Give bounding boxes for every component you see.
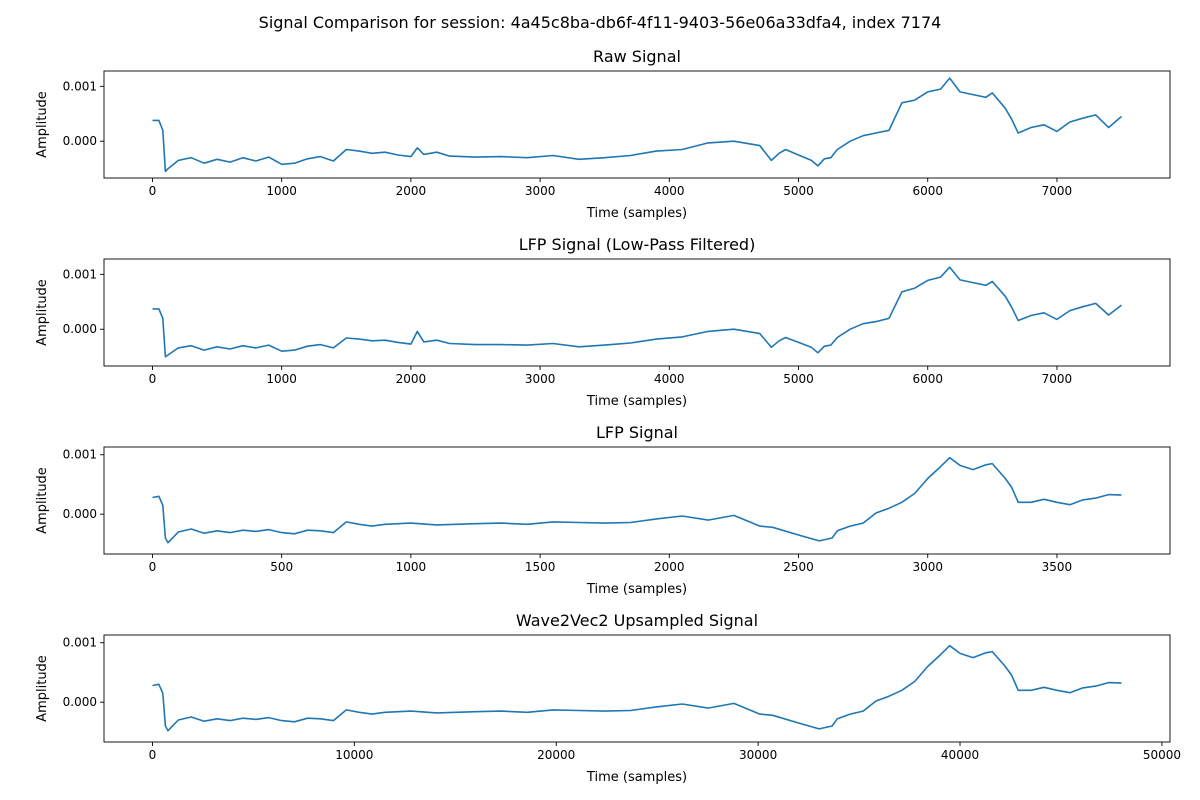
x-tick-label: 7000: [1042, 184, 1073, 198]
y-tick-label: 0.001: [63, 79, 97, 93]
y-axis-label: Amplitude: [35, 467, 50, 534]
signal-line: [152, 456, 1122, 544]
axes-frame: [103, 258, 1171, 367]
x-tick-label: 1000: [266, 184, 297, 198]
x-tick-label: 0: [149, 372, 157, 386]
x-tick-label: 6000: [912, 372, 943, 386]
x-tick-label: 5000: [783, 184, 814, 198]
y-tick-label: 0.001: [63, 636, 97, 650]
subplot-lfp-signal: LFP Signal 0 500 1000 1500 2000 2500 3000 3500 0.…: [35, 423, 1171, 597]
x-tick-label: 40000: [941, 748, 979, 762]
x-tick-label: 2000: [396, 184, 427, 198]
x-tick-label: 10000: [335, 748, 373, 762]
x-tick-label: 6000: [912, 184, 943, 198]
subplot-raw-signal: Raw Signal 0 1000 2000 3000 4000 5000 6000 7000 0…: [35, 47, 1171, 221]
x-axis-label: Time (samples): [586, 394, 687, 409]
y-tick-label: 0.000: [63, 134, 97, 148]
x-tick-label: 3000: [525, 372, 556, 386]
x-tick-label: 7000: [1042, 372, 1073, 386]
x-tick-label: 1500: [525, 560, 556, 574]
x-tick-label: 20000: [537, 748, 575, 762]
x-tick-label: 500: [270, 560, 293, 574]
y-axis-label: Amplitude: [35, 655, 50, 722]
x-axis-label: Time (samples): [586, 582, 687, 597]
subplot-wave2vec2-upsampled: Wave2Vec2 Upsampled Signal 0 10000 20000 300…: [35, 611, 1181, 785]
signal-line: [152, 266, 1122, 358]
y-tick-label: 0.000: [63, 507, 97, 521]
y-tick-label: 0.000: [63, 322, 97, 336]
x-tick-label: 0: [149, 748, 157, 762]
y-axis-label: Amplitude: [35, 279, 50, 346]
x-tick-label: 2500: [783, 560, 814, 574]
x-tick-label: 0: [149, 184, 157, 198]
signal-line: [152, 77, 1123, 173]
x-tick-label: 3000: [912, 560, 943, 574]
subplot-title: Raw Signal: [593, 47, 681, 66]
x-tick-label: 5000: [783, 372, 814, 386]
y-tick-label: 0.001: [63, 267, 97, 281]
x-tick-label: 4000: [654, 372, 685, 386]
x-tick-label: 4000: [654, 184, 685, 198]
x-tick-label: 2000: [654, 560, 685, 574]
x-tick-label: 1000: [396, 560, 427, 574]
subplot-title: Wave2Vec2 Upsampled Signal: [516, 611, 758, 630]
x-tick-label: 0: [149, 560, 157, 574]
axes-frame: [103, 634, 1171, 743]
x-axis-label: Time (samples): [586, 206, 687, 221]
x-tick-label: 1000: [266, 372, 297, 386]
signal-line: [152, 644, 1122, 732]
subplot-title: LFP Signal (Low-Pass Filtered): [519, 235, 756, 254]
subplot-lfp-low-pass: LFP Signal (Low-Pass Filtered) 0 1000 2000 3…: [35, 235, 1171, 409]
x-tick-label: 2000: [396, 372, 427, 386]
axes-frame: [103, 70, 1171, 179]
x-tick-label: 50000: [1143, 748, 1181, 762]
subplot-title: LFP Signal: [596, 423, 678, 442]
y-axis-label: Amplitude: [35, 91, 50, 158]
figure-title: Signal Comparison for session: 4a45c8ba-…: [258, 13, 942, 32]
y-tick-label: 0.000: [63, 695, 97, 709]
axes-frame: [103, 446, 1171, 555]
x-tick-label: 30000: [739, 748, 777, 762]
x-tick-label: 3500: [1042, 560, 1073, 574]
y-tick-label: 0.001: [63, 448, 97, 462]
x-axis-label: Time (samples): [586, 770, 687, 785]
x-tick-label: 3000: [525, 184, 556, 198]
